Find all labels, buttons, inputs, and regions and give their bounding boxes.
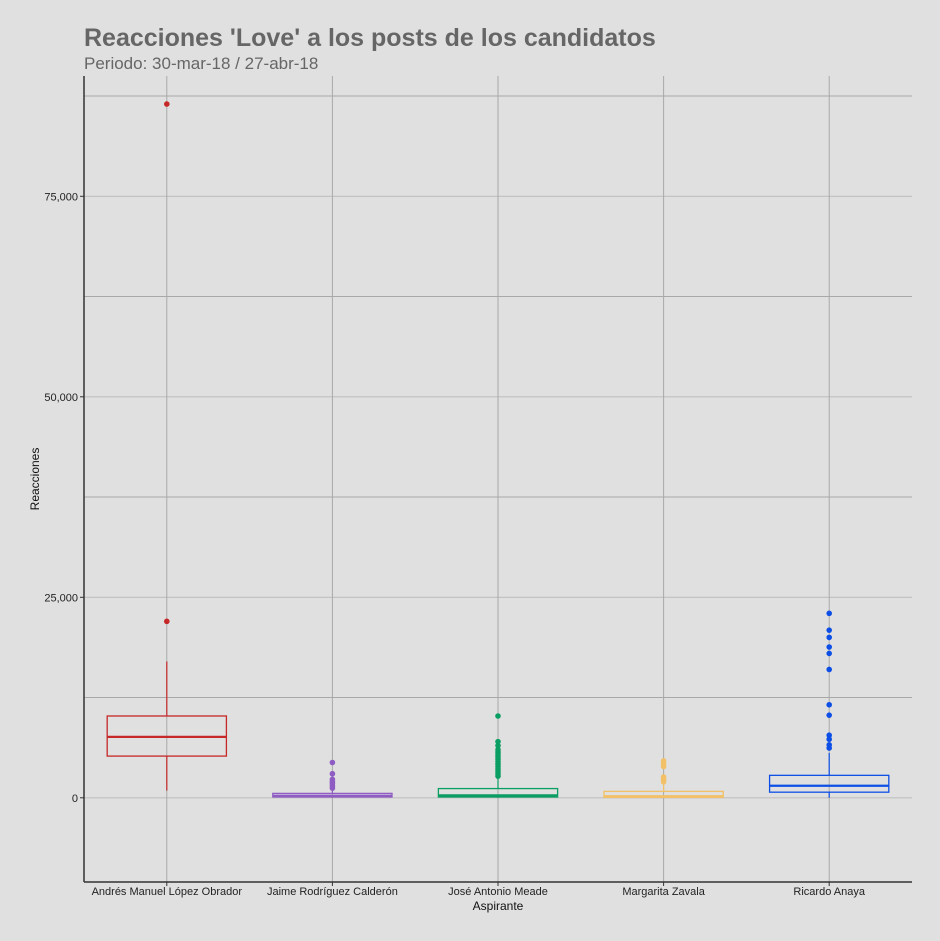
outlier-point <box>660 774 667 780</box>
outlier-point <box>826 712 832 718</box>
box <box>768 774 890 793</box>
y-tick-label: 0 <box>72 793 78 805</box>
outlier-point <box>826 742 832 748</box>
x-tick-label: Margarita Zavala <box>622 886 705 898</box>
chart-title: Reacciones 'Love' a los posts de los can… <box>84 24 656 52</box>
y-tick-label: 50,000 <box>44 392 78 404</box>
x-tick-label: Andrés Manuel López Obrador <box>92 886 243 898</box>
y-axis-title: Reacciones <box>28 448 42 511</box>
outlier-point <box>495 738 501 745</box>
x-tick-label: Ricardo Anaya <box>793 886 865 898</box>
outlier-point <box>826 644 832 650</box>
outlier-point <box>826 666 832 673</box>
chart-subtitle: Periodo: 30-mar-18 / 27-abr-18 <box>84 54 319 73</box>
outlier-point <box>660 758 667 764</box>
y-tick-label: 75,000 <box>44 191 78 203</box>
box <box>603 790 724 799</box>
outlier-point <box>329 759 336 766</box>
outlier-point <box>826 627 832 633</box>
x-axis-title: Aspirante <box>473 899 524 913</box>
outlier-point <box>329 770 336 777</box>
outlier-point <box>826 650 832 657</box>
outlier-point <box>164 101 170 107</box>
x-tick-label: José Antonio Meade <box>448 886 548 898</box>
x-tick-label: Jaime Rodríguez Calderón <box>267 886 398 898</box>
outlier-point <box>826 732 832 739</box>
outlier-point <box>826 701 832 708</box>
outlier-point <box>495 746 501 753</box>
box <box>437 787 559 798</box>
outlier-point <box>329 776 336 783</box>
outlier-point <box>826 610 832 617</box>
outlier-point <box>164 618 170 625</box>
outlier-point <box>826 634 832 641</box>
outlier-point <box>495 713 501 719</box>
outlier-point <box>495 742 501 749</box>
outlier-point <box>826 736 832 743</box>
y-tick-label: 25,000 <box>44 592 78 604</box>
